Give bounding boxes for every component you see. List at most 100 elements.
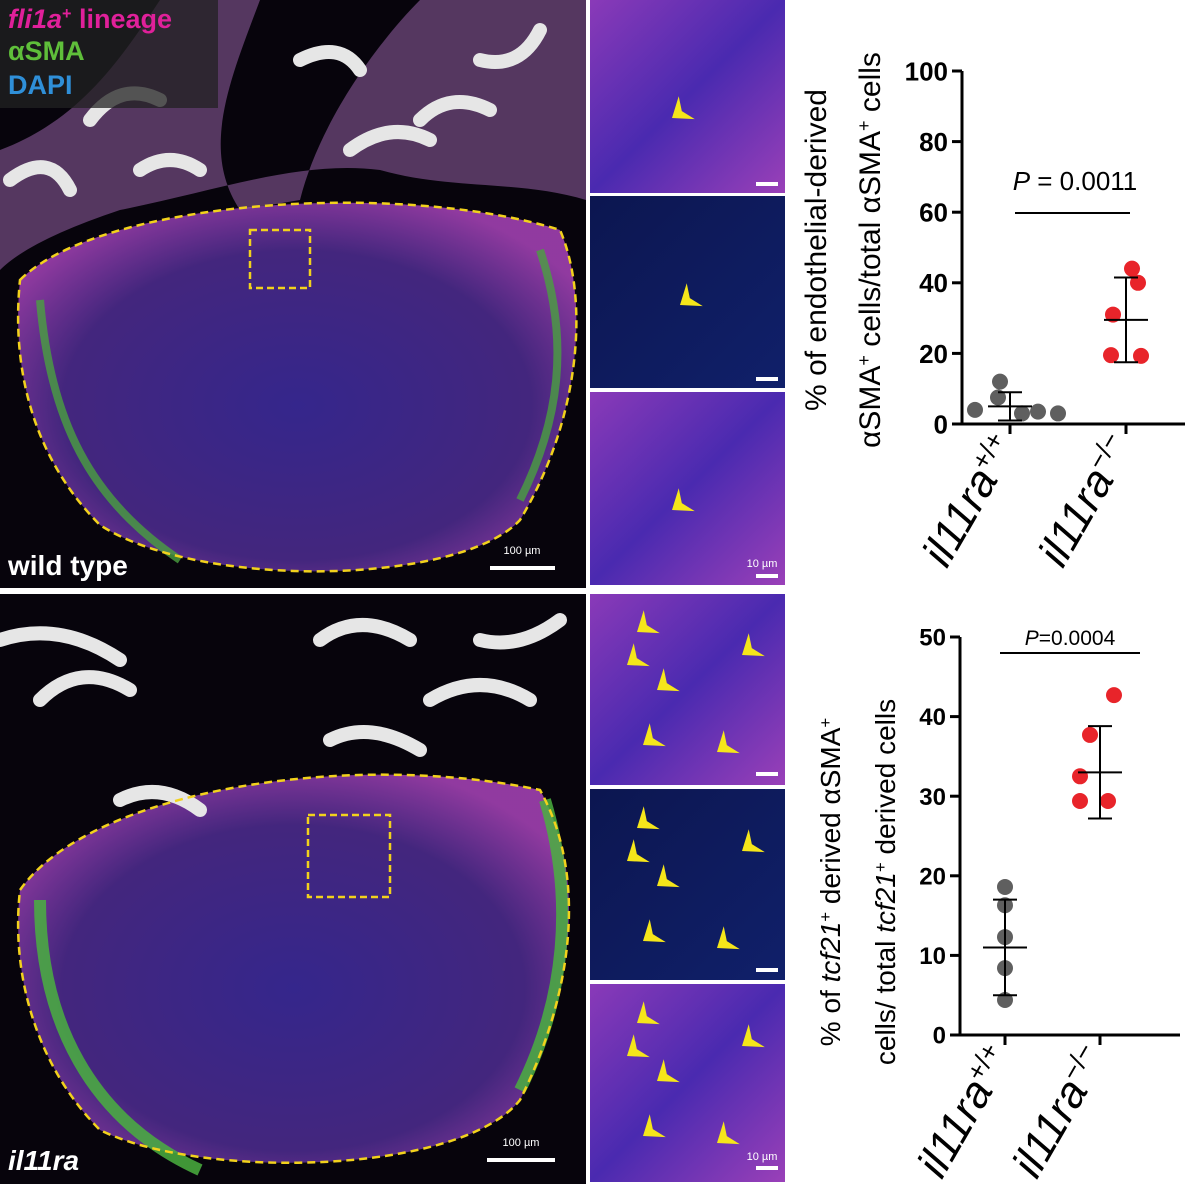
text-segment: = 0.0011 — [1030, 166, 1137, 196]
y-axis-label: % of tcf21+ derived αSMA+ — [815, 718, 846, 1046]
text-segment: + — [816, 912, 835, 922]
micrograph-il11ra — [0, 594, 586, 1184]
text-segment: cells/ total — [870, 933, 901, 1065]
arrowhead — [742, 829, 765, 853]
text-segment: DAPI — [8, 70, 73, 100]
data-point — [1130, 274, 1146, 291]
data-point — [1100, 792, 1116, 809]
micrograph-wild-type — [0, 0, 586, 588]
y-tick-label: 20 — [919, 339, 948, 369]
data-point — [990, 389, 1006, 406]
arrowheads — [627, 96, 765, 1145]
scale-bar-label: 100 µm — [504, 545, 541, 557]
panel-label: wild type — [7, 550, 128, 581]
data-point — [1030, 403, 1046, 420]
data-point — [1072, 792, 1088, 809]
arrowhead — [680, 283, 703, 307]
y-axis-label: αSMA+ cells/total αSMA+ cells — [854, 52, 887, 448]
arrowhead — [717, 730, 740, 754]
y-tick-label: 80 — [919, 127, 948, 157]
y-tick-label: 0 — [934, 409, 948, 439]
y-tick-label: 0 — [933, 1023, 946, 1050]
y-tick-label: 50 — [919, 625, 946, 652]
text-segment: cells/total αSMA — [854, 131, 887, 355]
data-point — [1105, 306, 1121, 323]
arrowhead — [742, 633, 765, 657]
y-tick-label: 10 — [919, 943, 946, 970]
data-point — [997, 878, 1013, 895]
data-point — [967, 401, 983, 418]
y-tick-label: 40 — [919, 268, 948, 298]
text-segment: αSMA — [8, 36, 85, 66]
arrowhead — [643, 1114, 666, 1138]
text-segment: cells — [854, 52, 887, 120]
y-axis-label: cells/ total tcf21+ derived cells — [870, 699, 901, 1065]
text-segment: =0.0004 — [1039, 627, 1116, 650]
y-axis-label: % of endothelial-derived — [800, 89, 833, 411]
arrowhead — [637, 806, 660, 830]
y-tick-label: 40 — [919, 704, 946, 731]
text-segment: αSMA — [854, 366, 887, 448]
arrowhead — [657, 1059, 680, 1083]
scale-bar-label: 10 µm — [747, 1151, 778, 1163]
text-segment: + — [62, 5, 71, 23]
arrowhead — [672, 96, 695, 120]
legend-entry: DAPI — [8, 70, 73, 100]
text-segment: derived αSMA — [815, 727, 846, 912]
arrowhead — [627, 643, 650, 667]
scale-bar-label: 100 µm — [503, 1137, 540, 1149]
x-tick-label: il11ra−/− — [1003, 1038, 1117, 1186]
text-segment: fli1a — [8, 4, 62, 34]
x-tick-label: il11ra−/− — [1029, 427, 1143, 575]
text-segment: il11ra — [1003, 1071, 1098, 1186]
text-segment: tcf21 — [870, 872, 901, 933]
text-segment: tcf21 — [815, 922, 846, 983]
text-segment: P — [1025, 627, 1039, 650]
text-segment: il11ra — [908, 1071, 1003, 1186]
arrowhead — [657, 864, 680, 888]
arrowhead — [717, 926, 740, 950]
arrowhead — [643, 723, 666, 747]
arrowhead — [627, 1034, 650, 1058]
y-tick-label: 20 — [919, 863, 946, 890]
text-segment: % of — [815, 982, 846, 1046]
text-segment: + — [871, 862, 890, 872]
text-segment: + — [816, 718, 835, 728]
y-tick-label: 60 — [919, 198, 948, 228]
panel-label: il11ra — [8, 1145, 79, 1176]
arrowhead — [637, 1001, 660, 1025]
x-tick-label: il11ra+/+ — [913, 427, 1027, 575]
data-point — [1133, 347, 1149, 364]
text-segment: lineage — [72, 4, 173, 34]
data-point — [1014, 405, 1030, 422]
arrowhead — [742, 1024, 765, 1048]
legend-entry: fli1a+ lineage — [8, 4, 172, 34]
y-tick-label: 100 — [905, 56, 948, 86]
arrowhead — [643, 919, 666, 943]
text-segment: derived cells — [870, 699, 901, 862]
arrowhead — [657, 668, 680, 692]
data-point — [992, 373, 1008, 390]
text-segment: il11ra — [913, 460, 1008, 575]
legend-entry: αSMA — [8, 36, 85, 66]
data-point — [1124, 260, 1140, 277]
text-segment: + — [854, 120, 874, 131]
data-point — [1072, 768, 1088, 785]
text-segment: % of endothelial-derived — [800, 89, 833, 411]
annotation: P = 0.0011 — [1013, 166, 1138, 196]
scale-bar-label: 10 µm — [747, 558, 778, 570]
text-segment: il11ra — [1029, 460, 1124, 575]
data-point — [1106, 687, 1122, 704]
arrowhead — [672, 488, 695, 512]
annotation: P=0.0004 — [1025, 627, 1116, 650]
text-segment: + — [854, 355, 874, 366]
arrowhead — [717, 1121, 740, 1145]
x-tick-label: il11ra+/+ — [908, 1038, 1022, 1186]
text-segment: P — [1013, 166, 1031, 196]
data-point — [1103, 347, 1119, 364]
arrowhead — [627, 839, 650, 863]
data-point — [1082, 726, 1098, 743]
insets — [590, 0, 785, 1182]
